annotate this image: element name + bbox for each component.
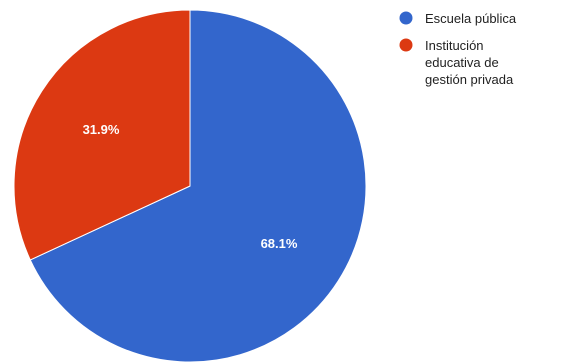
legend-marker-1 (399, 38, 413, 52)
legend-label-1-line-1: educativa de (425, 55, 499, 70)
slice-label-1: 31.9% (83, 122, 120, 137)
pie-slices (13, 9, 367, 363)
legend-label-1-line-0: Institución (425, 38, 484, 53)
pie-slice-1[interactable] (13, 9, 191, 261)
pie-slice-labels: 68.1% 31.9% (83, 122, 298, 251)
legend-label-1-line-2: gestión privada (425, 72, 514, 87)
pie-slice-0[interactable] (29, 9, 367, 363)
legend-label-0-line-0: Escuela pública (425, 11, 517, 26)
legend-item-1[interactable]: Institución educativa de gestión privada (399, 38, 514, 87)
legend-marker-0 (399, 11, 413, 25)
slice-label-0: 68.1% (261, 236, 298, 251)
legend-item-0[interactable]: Escuela pública (399, 11, 517, 26)
chart-legend: Escuela pública Institución educativa de ge… (399, 11, 517, 87)
